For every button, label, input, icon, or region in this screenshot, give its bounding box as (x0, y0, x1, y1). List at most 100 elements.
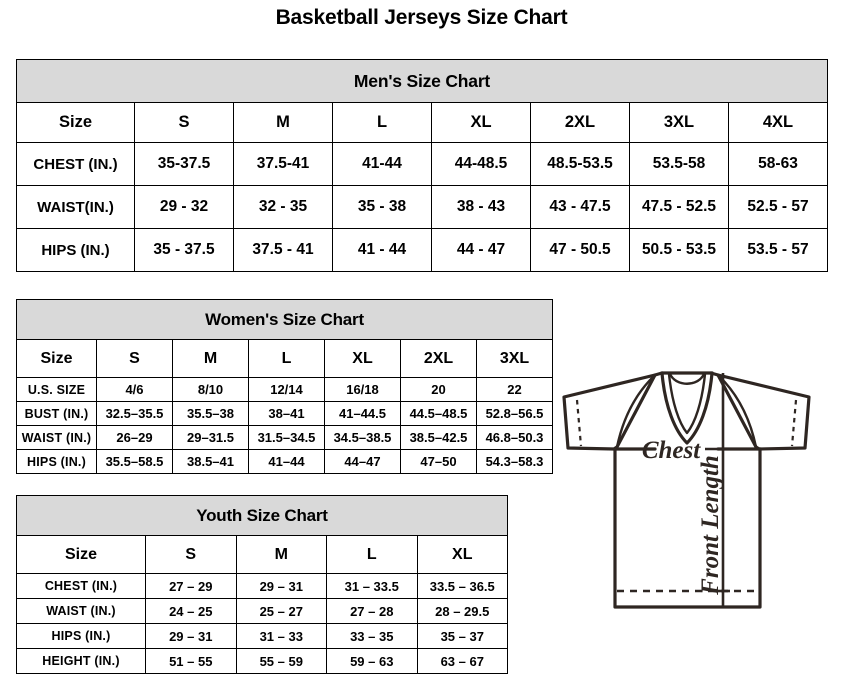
womens-chart-caption: Women's Size Chart (16, 299, 553, 340)
chest-label: Chest (642, 437, 701, 464)
youth-waist-s: 24 – 25 (145, 598, 237, 624)
vneck-collar-outer (660, 371, 714, 445)
mens-waist-3xl: 47.5 - 52.5 (629, 185, 729, 229)
womens-header-s: S (96, 339, 173, 378)
mens-header-3xl: 3XL (629, 102, 729, 143)
womens-us-size-l: 12/14 (248, 377, 325, 402)
youth-header-row: Size S M L XL (16, 535, 508, 574)
youth-header-s: S (145, 535, 237, 574)
table-row: WAIST(IN.) 29 - 32 32 - 35 35 - 38 38 - … (16, 185, 828, 229)
womens-waist-3xl: 46.8–50.3 (476, 425, 553, 450)
womens-waist-xl: 34.5–38.5 (324, 425, 401, 450)
table-row: HIPS (IN.) 35.5–58.5 38.5–41 41–44 44–47… (16, 449, 553, 474)
mens-waist-l: 35 - 38 (332, 185, 432, 229)
mens-hips-3xl: 50.5 - 53.5 (629, 228, 729, 272)
right-sleeve-outline (716, 373, 811, 451)
youth-chest-m: 29 – 31 (235, 573, 327, 599)
front-length-label: Front Length (697, 455, 724, 596)
youth-hips-xl: 35 – 37 (416, 623, 508, 649)
youth-waist-m: 25 – 27 (235, 598, 327, 624)
womens-hips-2xl: 47–50 (400, 449, 477, 474)
womens-header-size: Size (16, 339, 97, 378)
mens-chest-m: 37.5-41 (233, 142, 333, 186)
womens-bust-m: 35.5–38 (172, 401, 249, 426)
womens-us-size-3xl: 22 (476, 377, 553, 402)
womens-header-xl: XL (324, 339, 401, 378)
womens-row-label-hips: HIPS (IN.) (16, 449, 97, 474)
table-row: CHEST (IN.) 35-37.5 37.5-41 41-44 44-48.… (16, 142, 828, 186)
mens-chest-2xl: 48.5-53.5 (530, 142, 630, 186)
womens-header-3xl: 3XL (476, 339, 553, 378)
left-armhole-curve (615, 373, 657, 449)
youth-header-size: Size (16, 535, 146, 574)
table-row: HEIGHT (IN.) 51 – 55 55 – 59 59 – 63 63 … (16, 648, 508, 674)
mens-chest-xl: 44-48.5 (431, 142, 531, 186)
womens-us-size-2xl: 20 (400, 377, 477, 402)
table-row: WAIST (IN.) 26–29 29–31.5 31.5–34.5 34.5… (16, 425, 553, 450)
youth-chest-s: 27 – 29 (145, 573, 237, 599)
youth-chart-caption: Youth Size Chart (16, 495, 508, 536)
womens-header-l: L (248, 339, 325, 378)
mens-hips-xl: 44 - 47 (431, 228, 531, 272)
youth-chart-caption-row: Youth Size Chart (16, 495, 508, 536)
mens-header-xl: XL (431, 102, 531, 143)
mens-header-2xl: 2XL (530, 102, 630, 143)
table-row: BUST (IN.) 32.5–35.5 35.5–38 38–41 41–44… (16, 401, 553, 426)
neck-rib-line (668, 372, 706, 385)
mens-chart-caption-row: Men's Size Chart (16, 59, 828, 103)
youth-chest-l: 31 – 33.5 (326, 573, 418, 599)
youth-hips-s: 29 – 31 (145, 623, 237, 649)
youth-height-m: 55 – 59 (235, 648, 327, 674)
mens-waist-m: 32 - 35 (233, 185, 333, 229)
womens-header-row: Size S M L XL 2XL 3XL (16, 339, 553, 378)
womens-us-size-s: 4/6 (96, 377, 173, 402)
womens-hips-s: 35.5–58.5 (96, 449, 173, 474)
mens-hips-4xl: 53.5 - 57 (728, 228, 828, 272)
mens-chest-s: 35-37.5 (134, 142, 234, 186)
youth-header-xl: XL (416, 535, 508, 574)
mens-chest-3xl: 53.5-58 (629, 142, 729, 186)
mens-header-m: M (233, 102, 333, 143)
youth-row-label-hips: HIPS (IN.) (16, 623, 146, 649)
mens-waist-2xl: 43 - 47.5 (530, 185, 630, 229)
mens-hips-l: 41 - 44 (332, 228, 432, 272)
womens-header-2xl: 2XL (400, 339, 477, 378)
mens-hips-m: 37.5 - 41 (233, 228, 333, 272)
vneck-collar-inner (667, 372, 707, 435)
mens-size-chart-table: Men's Size Chart Size S M L XL 2XL 3XL 4… (16, 59, 828, 272)
womens-row-label-bust: BUST (IN.) (16, 401, 97, 426)
page-title: Basketball Jerseys Size Chart (275, 6, 568, 29)
table-row: HIPS (IN.) 29 – 31 31 – 33 33 – 35 35 – … (16, 623, 508, 649)
youth-waist-xl: 28 – 29.5 (416, 598, 508, 624)
mens-header-l: L (332, 102, 432, 143)
table-row: WAIST (IN.) 24 – 25 25 – 27 27 – 28 28 –… (16, 598, 508, 624)
youth-height-s: 51 – 55 (145, 648, 237, 674)
womens-header-m: M (172, 339, 249, 378)
mens-chart-caption: Men's Size Chart (16, 59, 828, 103)
womens-bust-s: 32.5–35.5 (96, 401, 173, 426)
youth-row-label-waist: WAIST (IN.) (16, 598, 146, 624)
mens-row-label-chest: CHEST (IN.) (16, 142, 135, 186)
youth-row-label-height: HEIGHT (IN.) (16, 648, 146, 674)
youth-waist-l: 27 – 28 (326, 598, 418, 624)
womens-hips-xl: 44–47 (324, 449, 401, 474)
youth-hips-m: 31 – 33 (235, 623, 327, 649)
mens-header-4xl: 4XL (728, 102, 828, 143)
mens-waist-s: 29 - 32 (134, 185, 234, 229)
youth-hips-l: 33 – 35 (326, 623, 418, 649)
mens-header-s: S (134, 102, 234, 143)
left-cuff-stitch (575, 399, 583, 447)
mens-header-size: Size (16, 102, 135, 143)
youth-header-m: M (235, 535, 327, 574)
youth-row-label-chest: CHEST (IN.) (16, 573, 146, 599)
right-cuff-stitch (790, 399, 798, 447)
mens-row-label-waist: WAIST(IN.) (16, 185, 135, 229)
mens-waist-4xl: 52.5 - 57 (728, 185, 828, 229)
mens-chest-l: 41-44 (332, 142, 432, 186)
womens-hips-3xl: 54.3–58.3 (476, 449, 553, 474)
mens-chest-4xl: 58-63 (728, 142, 828, 186)
table-row: HIPS (IN.) 35 - 37.5 37.5 - 41 41 - 44 4… (16, 228, 828, 272)
youth-size-chart-table: Youth Size Chart Size S M L XL CHEST (IN… (16, 495, 508, 674)
womens-bust-l: 38–41 (248, 401, 325, 426)
womens-waist-2xl: 38.5–42.5 (400, 425, 477, 450)
